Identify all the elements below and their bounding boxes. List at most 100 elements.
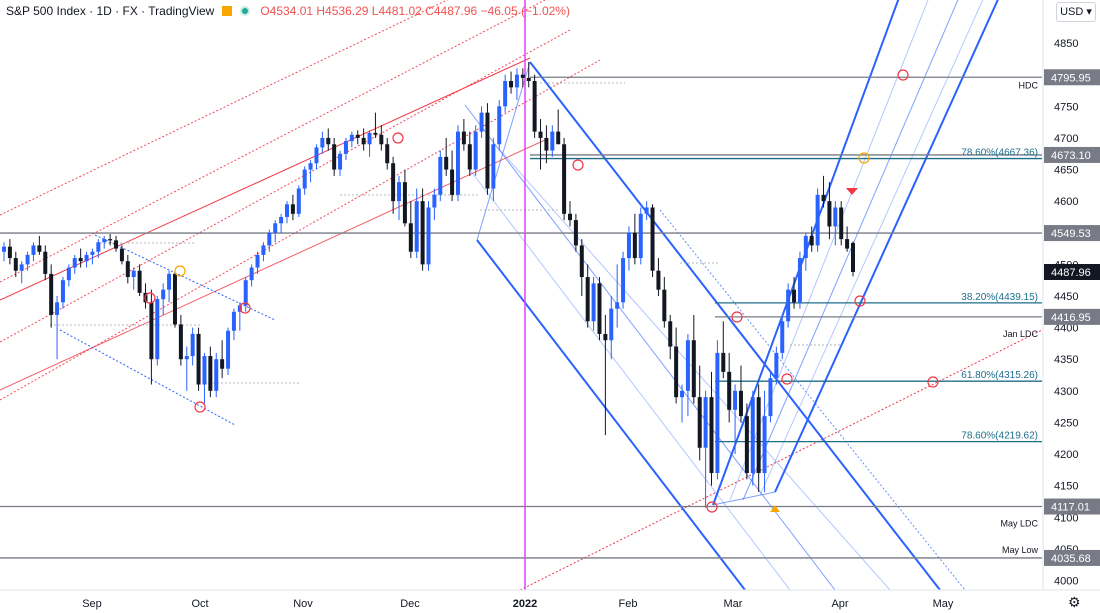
price-tag-bg: [1044, 225, 1100, 242]
candle-body: [397, 182, 402, 202]
price-tag-label: 4673.10: [1051, 150, 1091, 162]
currency-button[interactable]: USD ▾: [1056, 2, 1096, 22]
price-tag-label: 4117.01: [1051, 502, 1090, 514]
candle-body: [467, 144, 472, 170]
candle-body: [172, 273, 177, 325]
chart-header: S&P 500 Index · 1D · FX · TradingView O4…: [6, 4, 570, 18]
candle-body: [721, 352, 726, 372]
candle-body: [367, 132, 372, 145]
candle-body: [797, 258, 802, 303]
candle-body: [314, 147, 319, 164]
sep-channel-lower: [59, 329, 236, 426]
low-value: L4481.02: [371, 4, 422, 18]
pivot-marker: [706, 501, 718, 513]
plot-area: [0, 0, 1042, 590]
x-tick-label: Apr: [831, 598, 848, 610]
candle-body: [520, 74, 525, 78]
candle-body: [821, 194, 826, 202]
price-tag-bg: [1044, 146, 1100, 163]
candle-body: [750, 397, 755, 474]
candle-body: [691, 340, 696, 398]
candle-body: [43, 251, 48, 274]
candle-body: [727, 371, 732, 410]
candle-body: [815, 194, 820, 246]
pivot-marker-orange: [174, 265, 186, 277]
up-fork-inner-1: [759, 0, 984, 496]
candle-body: [550, 131, 555, 151]
candle-body: [497, 106, 502, 145]
pitchfork-inner-1: [469, 169, 791, 590]
candle-body: [2, 246, 6, 252]
price-tag-bg: [1044, 498, 1100, 515]
candle-body: [137, 270, 142, 293]
candle-body: [178, 324, 183, 360]
candle-body: [37, 245, 42, 252]
price-tag-label: 4416.95: [1051, 312, 1091, 324]
fib-level-label: 78.60%(4219.62): [961, 431, 1038, 442]
up-fork-handle: [712, 491, 776, 506]
x-tick-label: May: [933, 598, 954, 610]
candle-body: [432, 194, 437, 208]
y-tick-label: 4600: [1054, 196, 1078, 208]
candle-body: [491, 144, 496, 189]
x-tick-label: Sep: [82, 598, 102, 610]
x-tick-label: Mar: [724, 598, 743, 610]
pivot-marker: [897, 69, 909, 81]
delayed-data-icon[interactable]: [222, 6, 233, 16]
pivot-marker: [194, 401, 206, 413]
candle-body: [408, 223, 413, 252]
candle-body: [308, 163, 313, 170]
candle-body: [296, 188, 301, 214]
pivot-marker: [392, 132, 404, 144]
pitchfork-lower: [476, 239, 746, 590]
candle-body: [202, 356, 207, 385]
candle-body: [414, 201, 419, 252]
candle-body: [320, 137, 325, 148]
x-tick-label: Oct: [191, 598, 208, 610]
candle-body: [538, 131, 543, 138]
candle-body: [66, 267, 71, 281]
red-channel-line: [0, 0, 449, 216]
y-tick-label: 4400: [1054, 323, 1078, 335]
candle-body: [108, 239, 113, 241]
symbol-title[interactable]: S&P 500 Index · 1D · FX · TradingView: [6, 4, 215, 18]
pitchfork-mid: [464, 104, 836, 590]
high-value: H4536.29: [316, 4, 369, 18]
candle-body: [568, 213, 572, 221]
buy-arrow: [770, 505, 780, 512]
candle-body: [84, 254, 89, 262]
candle-body: [125, 261, 130, 278]
candle-body: [190, 333, 195, 357]
pivot-marker: [781, 373, 793, 385]
candle-body: [455, 131, 460, 195]
last-price-bg: [1044, 263, 1100, 280]
y-tick-label: 4000: [1054, 576, 1078, 588]
price-tag-label: 4035.68: [1051, 553, 1091, 565]
candle-body: [626, 232, 631, 259]
candle-body: [768, 378, 773, 417]
candle-body: [373, 132, 378, 135]
level-tag: May LDC: [1000, 519, 1038, 529]
last-price-label: 4487.96: [1051, 267, 1091, 279]
candle-body: [573, 220, 578, 246]
candle-body: [503, 81, 508, 107]
red-channel-mid: [0, 139, 546, 391]
gear-icon[interactable]: ⚙: [1068, 594, 1081, 610]
candle-body: [668, 321, 673, 347]
candle-body: [72, 258, 77, 268]
candle-body: [402, 182, 407, 224]
candle-body: [249, 267, 254, 281]
candle-body: [267, 232, 272, 246]
candle-body: [833, 207, 838, 227]
candle-body: [349, 134, 354, 142]
candle-body: [13, 258, 18, 271]
candle-body: [650, 207, 655, 271]
candle-body: [361, 137, 366, 145]
candle-body: [756, 397, 761, 474]
price-tag-bg: [1044, 549, 1100, 566]
y-tick-label: 4450: [1054, 291, 1078, 303]
market-status-icon[interactable]: [240, 6, 251, 16]
level-tag: May Low: [1002, 545, 1039, 555]
candle-body: [780, 321, 785, 353]
